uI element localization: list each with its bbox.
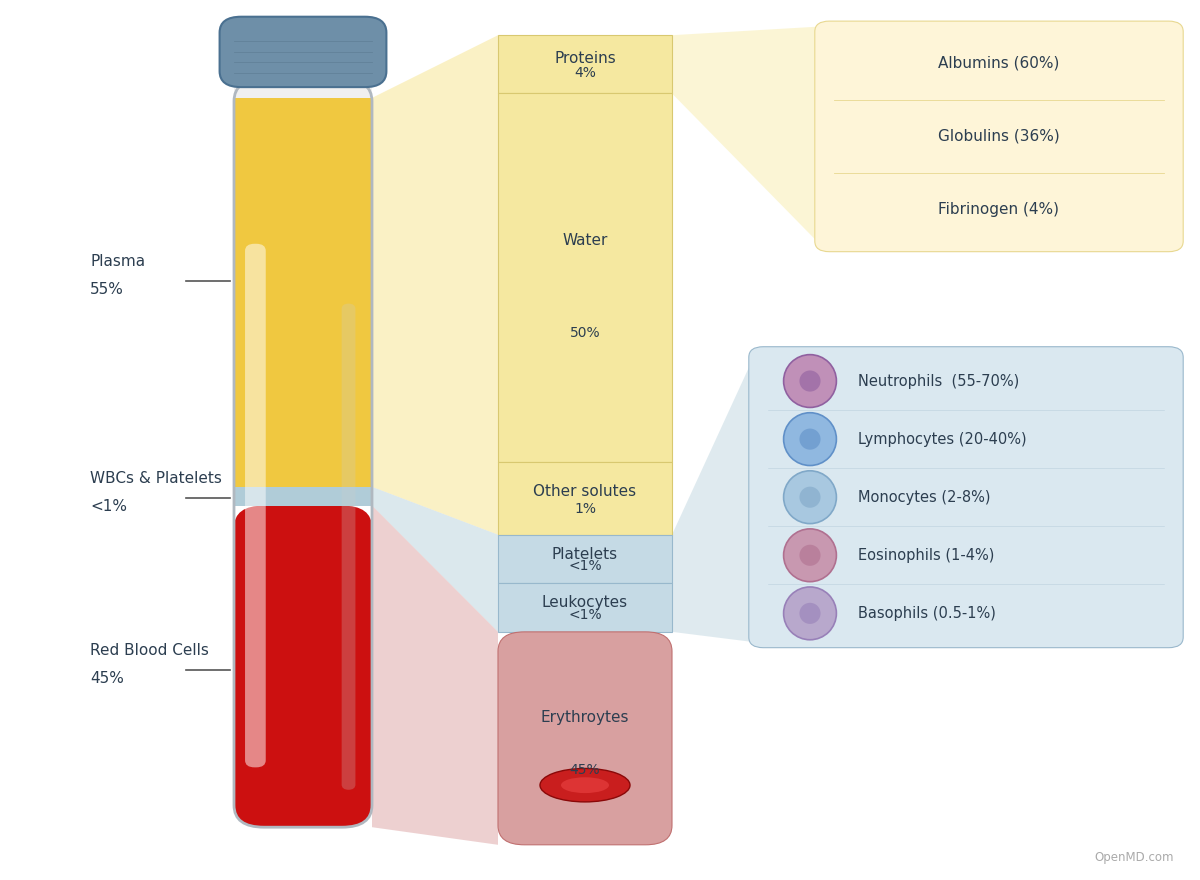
Bar [498,535,672,583]
Polygon shape [372,505,498,845]
Text: Leukocytes: Leukocytes [542,595,628,610]
Text: <1%: <1% [568,608,602,622]
Ellipse shape [799,429,821,450]
Text: Globulins (36%): Globulins (36%) [938,128,1060,144]
Bar [498,93,672,462]
Ellipse shape [784,355,836,407]
Text: <1%: <1% [90,499,127,515]
Text: Neutrophils  (55-70%): Neutrophils (55-70%) [858,373,1019,389]
FancyBboxPatch shape [749,347,1183,648]
Ellipse shape [799,370,821,392]
Text: Water: Water [563,233,607,248]
Bar [234,79,372,98]
Text: Lymphocytes (20-40%): Lymphocytes (20-40%) [858,431,1027,447]
Text: <1%: <1% [568,560,602,573]
Polygon shape [372,487,498,632]
FancyBboxPatch shape [220,17,386,87]
Text: Eosinophils (1-4%): Eosinophils (1-4%) [858,547,995,563]
Bar [234,487,372,505]
Text: 45%: 45% [90,671,124,686]
Bar [498,583,672,632]
Ellipse shape [799,545,821,566]
Text: Other solutes: Other solutes [534,483,636,498]
Text: Erythroytes: Erythroytes [541,709,629,724]
Text: Fibrinogen (4%): Fibrinogen (4%) [938,202,1060,217]
Text: Proteins: Proteins [554,51,616,66]
Text: Red Blood Cells: Red Blood Cells [90,643,209,658]
Text: Monocytes (2-8%): Monocytes (2-8%) [858,489,990,505]
Polygon shape [672,26,822,246]
Text: 50%: 50% [570,326,600,340]
Bar [498,462,672,535]
Ellipse shape [784,587,836,640]
Text: 45%: 45% [570,763,600,777]
Text: 1%: 1% [574,502,596,517]
Text: 55%: 55% [90,282,124,297]
Ellipse shape [562,777,610,793]
Text: OpenMD.com: OpenMD.com [1094,851,1174,864]
Text: 4%: 4% [574,66,596,80]
Bar [234,98,372,487]
Ellipse shape [799,487,821,508]
Text: Plasma: Plasma [90,254,145,269]
Polygon shape [672,352,756,642]
Ellipse shape [784,471,836,524]
Ellipse shape [540,768,630,802]
Text: Basophils (0.5-1%): Basophils (0.5-1%) [858,605,996,621]
Text: Platelets: Platelets [552,546,618,561]
Polygon shape [372,35,498,535]
FancyBboxPatch shape [342,304,355,790]
FancyBboxPatch shape [498,632,672,845]
Text: Albumins (60%): Albumins (60%) [938,55,1060,70]
FancyBboxPatch shape [815,21,1183,252]
Ellipse shape [799,603,821,624]
FancyBboxPatch shape [245,244,265,767]
Bar [498,35,672,93]
Ellipse shape [784,413,836,466]
Text: WBCs & Platelets: WBCs & Platelets [90,471,222,487]
Ellipse shape [784,529,836,582]
FancyBboxPatch shape [234,505,372,827]
